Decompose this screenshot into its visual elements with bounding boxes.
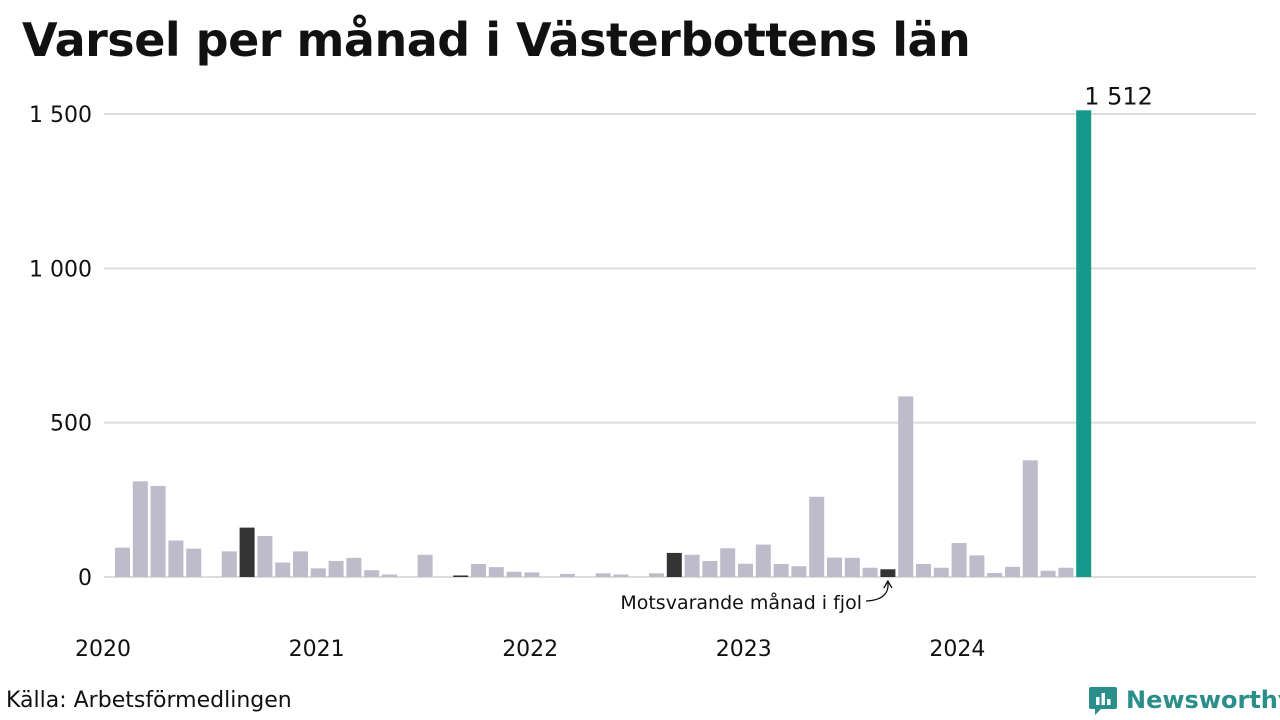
bar	[417, 554, 433, 577]
bar	[293, 551, 308, 577]
bar	[933, 567, 949, 577]
bar	[364, 570, 380, 577]
y-tick-label: 1 000	[29, 257, 92, 282]
x-tick-label: 2020	[75, 637, 131, 662]
y-tick-label: 1 500	[29, 103, 92, 128]
latest-value-label: 1 512	[1084, 82, 1153, 110]
bar	[132, 481, 148, 577]
bar	[186, 548, 202, 577]
bar	[382, 574, 397, 577]
bar	[150, 485, 166, 577]
bar	[239, 527, 255, 577]
annotation-label: Motsvarande månad i fjol	[620, 591, 862, 614]
brand-logo[interactable]: Newsworthy	[1088, 684, 1280, 716]
x-tick-label: 2023	[716, 637, 772, 662]
bar	[666, 552, 682, 577]
bar	[1058, 567, 1074, 577]
newsworthy-logo-icon	[1089, 687, 1117, 715]
bar	[969, 555, 985, 577]
bar-latest	[1076, 110, 1092, 578]
bar	[560, 573, 575, 577]
bar	[1040, 570, 1056, 577]
y-axis-ticks: 0 500 1 000 1 500	[29, 103, 92, 591]
bar	[257, 535, 273, 577]
bar	[987, 572, 1003, 577]
source-note: Källa: Arbetsförmedlingen	[6, 688, 292, 713]
bar	[827, 557, 842, 577]
bar	[916, 564, 931, 577]
bar	[221, 551, 237, 577]
bar	[1005, 566, 1020, 577]
bar	[951, 543, 967, 577]
bar	[346, 557, 362, 577]
bar	[328, 560, 344, 577]
bar	[862, 567, 878, 577]
bar	[720, 548, 736, 577]
bar	[898, 396, 914, 577]
bar	[684, 554, 700, 577]
bar	[791, 566, 807, 577]
bar	[649, 573, 664, 577]
chart-title: Varsel per månad i Västerbottens län	[22, 13, 971, 67]
x-axis-ticks: 2020 2021 2022 2023 2024	[75, 637, 985, 662]
bar	[115, 547, 130, 577]
bar	[275, 562, 291, 577]
y-tick-label: 0	[78, 566, 92, 591]
brand-name: Newsworthy	[1126, 686, 1280, 714]
x-tick-label: 2024	[929, 637, 985, 662]
annotation-group: Motsvarande månad i fjol	[620, 579, 893, 614]
y-tick-label: 500	[50, 412, 92, 437]
bar	[168, 540, 184, 577]
bar	[880, 569, 896, 577]
bar	[488, 567, 504, 577]
bar	[471, 564, 486, 577]
x-tick-label: 2022	[502, 637, 558, 662]
annotation-arrow	[865, 581, 889, 602]
bar	[844, 557, 860, 577]
bar	[595, 573, 611, 577]
bar	[809, 496, 825, 577]
bar	[506, 571, 522, 577]
x-tick-label: 2021	[289, 637, 345, 662]
bar	[613, 574, 629, 577]
bar	[702, 560, 718, 577]
bar	[773, 564, 789, 577]
bar	[453, 575, 469, 577]
bars: 1 512	[115, 82, 1153, 578]
bar	[738, 563, 753, 577]
bar	[1022, 460, 1038, 577]
bar	[524, 572, 540, 577]
bar	[310, 568, 326, 577]
annotation-arrowhead	[883, 579, 893, 589]
bar	[755, 544, 771, 577]
